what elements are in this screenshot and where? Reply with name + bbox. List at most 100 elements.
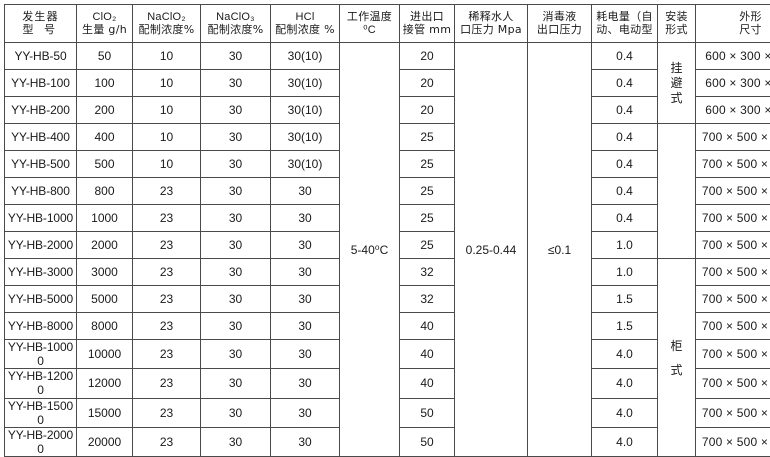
cell-power: 4.0: [592, 369, 658, 398]
install-char-1: 挂: [670, 61, 682, 76]
cell-hcl: 30(10): [271, 97, 340, 124]
cell-working-temperature-merged: 5-40⁰C: [340, 43, 400, 457]
cell-naclo3: 30: [201, 259, 271, 286]
generator-specification-table: 发生器 型 号 ClO₂ 生量 g/h NaClO₂ 配制浓度% NaClO₃ …: [4, 4, 770, 457]
cell-power: 0.4: [592, 205, 658, 232]
cell-clo2: 400: [77, 124, 133, 151]
column-header-naclo2-line1: NaClO₂: [134, 11, 199, 24]
cell-hcl: 30: [271, 232, 340, 259]
cell-port: 25: [400, 205, 455, 232]
cell-model: YY-HB-10000: [5, 340, 77, 369]
cell-clo2: 1000: [77, 205, 133, 232]
column-header-naclo2-line2: 配制浓度%: [134, 24, 199, 37]
cell-naclo3: 30: [201, 369, 271, 398]
cell-hcl: 30: [271, 369, 340, 398]
column-header-clo2-output: ClO₂ 生量 g/h: [77, 5, 133, 43]
specification-table-container: 发生器 型 号 ClO₂ 生量 g/h NaClO₂ 配制浓度% NaClO₃ …: [0, 0, 770, 447]
cell-naclo2: 23: [133, 178, 201, 205]
cell-naclo2: 23: [133, 205, 201, 232]
install-char-2: 避: [670, 76, 682, 91]
cell-power: 4.0: [592, 340, 658, 369]
cell-dimensions: 700 × 500 × 1000: [696, 124, 770, 151]
column-header-hcl-line2: 配制浓度 %: [272, 24, 338, 37]
cell-hcl: 30: [271, 427, 340, 456]
cell-model: YY-HB-8000: [5, 313, 77, 340]
cell-clo2: 20000: [77, 427, 133, 456]
cell-power: 0.4: [592, 178, 658, 205]
cell-naclo3: 30: [201, 178, 271, 205]
cabinet-char-2: 式: [670, 358, 682, 382]
cell-model: YY-HB-50: [5, 43, 77, 70]
cell-dilution-water-pressure-merged: 0.25-0.44: [455, 43, 528, 457]
cell-dimensions: 700 × 500 × 1500: [696, 205, 770, 232]
cell-model: YY-HB-5000: [5, 286, 77, 313]
cell-dimensions: 700 × 500 × 1800: [696, 286, 770, 313]
cell-power: 0.4: [592, 70, 658, 97]
column-header-install-line1: 安装: [659, 11, 694, 24]
cell-hcl: 30(10): [271, 43, 340, 70]
cell-hcl: 30(10): [271, 124, 340, 151]
column-header-power-consumption: 耗电量（自 动、电动型: [592, 5, 658, 43]
cell-power: 4.0: [592, 398, 658, 427]
column-header-inpress-line2: 口压力 Mpa: [456, 24, 526, 37]
column-header-dims-line2: 尺寸: [697, 24, 770, 37]
cell-hcl: 30(10): [271, 151, 340, 178]
column-header-inlet-outlet-pipe: 进出口 接管 mm: [400, 5, 455, 43]
cell-power: 0.4: [592, 43, 658, 70]
cell-naclo2: 23: [133, 398, 201, 427]
cell-dimensions: 700 × 500 × 2000: [696, 398, 770, 427]
cell-clo2: 800: [77, 178, 133, 205]
cell-clo2: 200: [77, 97, 133, 124]
column-header-dims-line1: 外形: [697, 11, 770, 24]
cell-model: YY-HB-400: [5, 124, 77, 151]
cell-power: 0.4: [592, 151, 658, 178]
cell-model: YY-HB-500: [5, 151, 77, 178]
cell-port: 32: [400, 259, 455, 286]
cell-clo2: 2000: [77, 232, 133, 259]
cell-installation-blank-merged: [658, 124, 696, 259]
cell-port: 40: [400, 313, 455, 340]
column-header-hcl-concentration: HCl 配制浓度 %: [271, 5, 340, 43]
cell-model: YY-HB-12000: [5, 369, 77, 398]
cell-dimensions: 600 × 300 × 900: [696, 43, 770, 70]
cell-hcl: 30: [271, 398, 340, 427]
column-header-temp-line1: 工作温度: [341, 11, 398, 24]
cell-model: YY-HB-3000: [5, 259, 77, 286]
column-header-installation-type: 安装 形式: [658, 5, 696, 43]
cell-naclo3: 30: [201, 151, 271, 178]
cell-installation-wall-mounted-merged: 挂 避 式: [658, 43, 696, 124]
column-header-port-line1: 进出口: [401, 11, 453, 24]
cell-naclo2: 23: [133, 340, 201, 369]
cell-naclo3: 30: [201, 97, 271, 124]
cell-port: 50: [400, 427, 455, 456]
cell-naclo3: 30: [201, 427, 271, 456]
cell-power: 1.5: [592, 313, 658, 340]
column-header-overall-dimensions: 外形 尺寸: [696, 5, 770, 43]
column-header-power-line2: 动、电动型: [593, 24, 656, 37]
cell-model: YY-HB-15000: [5, 398, 77, 427]
column-header-model-line2: 型 号: [6, 24, 75, 37]
cell-clo2: 5000: [77, 286, 133, 313]
cell-hcl: 30: [271, 340, 340, 369]
column-header-inpress-line1: 稀释水人: [456, 11, 526, 24]
cell-port: 25: [400, 124, 455, 151]
column-header-working-temperature: 工作温度 ⁰C: [340, 5, 400, 43]
cell-port: 25: [400, 178, 455, 205]
cell-model: YY-HB-100: [5, 70, 77, 97]
cell-dimensions: 700 × 500 × 1800: [696, 313, 770, 340]
cell-power: 1.0: [592, 259, 658, 286]
cell-dimensions: 700 × 500 × 1000: [696, 151, 770, 178]
cell-clo2: 10000: [77, 340, 133, 369]
cell-naclo2: 23: [133, 286, 201, 313]
cell-naclo3: 30: [201, 313, 271, 340]
cell-naclo2: 10: [133, 151, 201, 178]
column-header-clo2-line2: 生量 g/h: [78, 24, 131, 37]
column-header-outpress-line1: 消毒液: [529, 11, 590, 24]
cell-port: 20: [400, 70, 455, 97]
install-char-3: 式: [670, 91, 682, 106]
cell-dimensions: 700 × 500 × 1200: [696, 178, 770, 205]
column-header-model: 发生器 型 号: [5, 5, 77, 43]
cell-naclo2: 10: [133, 97, 201, 124]
cell-hcl: 30: [271, 286, 340, 313]
cell-port: 32: [400, 286, 455, 313]
